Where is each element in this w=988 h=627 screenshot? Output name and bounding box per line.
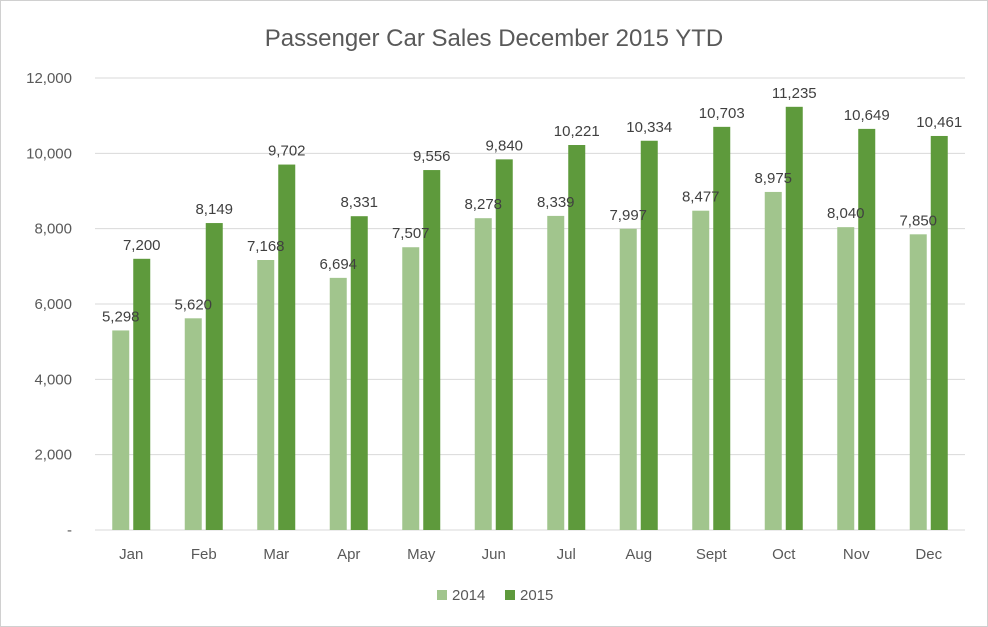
data-label-2015-jun: 9,840 (485, 137, 523, 154)
data-label-2015-apr: 8,331 (340, 194, 378, 211)
x-tick-label: Feb (191, 546, 217, 563)
bar-2014-feb (184, 318, 202, 530)
bar-2014-aug (619, 228, 637, 530)
data-label-2015-aug: 10,334 (626, 119, 672, 136)
legend: 2014 2015 (437, 587, 553, 604)
data-label-2014-sept: 8,477 (682, 189, 720, 206)
data-label-2015-jul: 10,221 (554, 123, 600, 140)
bars (112, 106, 948, 531)
data-label-2015-feb: 8,149 (195, 201, 233, 218)
data-label-2015-oct: 11,235 (772, 85, 817, 102)
legend-label-2014: 2014 (452, 587, 485, 604)
bar-2015-may (423, 170, 441, 531)
bar-2014-mar (257, 260, 275, 530)
bar-2015-aug (640, 140, 658, 530)
bar-2014-jan (112, 330, 130, 530)
data-label-2014-jun: 8,278 (464, 196, 502, 213)
bar-2015-oct (785, 106, 803, 530)
data-label-2014-jul: 8,339 (537, 194, 575, 211)
x-tick-label: Apr (337, 546, 360, 563)
legend-swatch-2014 (437, 590, 447, 600)
data-label-2015-jan: 7,200 (123, 237, 161, 254)
bar-2015-sept (713, 126, 731, 530)
data-label-2015-nov: 10,649 (844, 107, 890, 124)
x-tick-label: Oct (772, 546, 796, 563)
data-label-2014-may: 7,507 (392, 225, 430, 242)
bar-2014-may (402, 247, 420, 530)
data-label-2014-oct: 8,975 (754, 170, 792, 187)
bar-2015-jun (495, 159, 513, 531)
data-label-2015-may: 9,556 (413, 148, 451, 165)
y-tick-label: 2,000 (34, 447, 72, 464)
data-label-2014-jan: 5,298 (102, 308, 140, 325)
data-label-2015-dec: 10,461 (916, 114, 962, 131)
y-axis: - 2,000 4,000 6,000 8,000 10,000 12,000 (26, 70, 72, 539)
bar-2014-apr (329, 277, 347, 530)
x-tick-label: Jun (482, 546, 506, 563)
bar-2014-oct (764, 191, 782, 531)
legend-label-2015: 2015 (520, 587, 553, 604)
data-labels: 5,298 7,200 5,620 8,149 7,168 9,702 6,694 8,331… (102, 85, 962, 326)
data-label-2014-dec: 7,850 (899, 212, 937, 229)
x-tick-label: Nov (843, 546, 870, 563)
y-tick-label: - (67, 522, 72, 539)
x-tick-label: Jul (557, 546, 576, 563)
x-tick-label: Sept (696, 546, 728, 563)
x-tick-label: Dec (915, 546, 942, 563)
x-tick-label: Mar (263, 546, 289, 563)
bar-2015-jul (568, 145, 586, 530)
gridlines (95, 77, 965, 531)
bar-2014-dec (909, 234, 927, 531)
y-tick-label: 12,000 (26, 70, 72, 87)
bar-2014-jul (547, 215, 565, 531)
y-tick-label: 10,000 (26, 145, 72, 162)
data-label-2014-nov: 8,040 (827, 205, 865, 222)
bar-2015-apr (350, 216, 368, 530)
data-label-2014-apr: 6,694 (319, 256, 357, 273)
bar-2015-jan (133, 258, 151, 530)
y-tick-label: 6,000 (34, 296, 72, 313)
legend-swatch-2015 (505, 590, 515, 600)
data-label-2014-aug: 7,997 (609, 207, 647, 224)
bar-2015-mar (278, 164, 296, 531)
bar-2014-nov (837, 227, 855, 530)
bar-2015-dec (930, 135, 948, 530)
bar-2014-jun (474, 218, 492, 531)
x-axis: Jan Feb Mar Apr May Jun Jul Aug Sept Oct Nov Dec (119, 546, 942, 563)
data-label-2015-mar: 9,702 (268, 143, 306, 160)
bar-2014-sept (692, 210, 710, 531)
x-tick-label: Jan (119, 546, 143, 563)
data-label-2014-mar: 7,168 (247, 238, 285, 255)
data-label-2014-feb: 5,620 (174, 296, 212, 313)
bar-2015-nov (858, 128, 876, 530)
y-tick-label: 8,000 (34, 221, 72, 238)
data-label-2015-sept: 10,703 (699, 105, 745, 122)
x-tick-label: May (407, 546, 436, 563)
y-tick-label: 4,000 (34, 371, 72, 388)
chart-title: Passenger Car Sales December 2015 YTD (265, 25, 723, 52)
x-tick-label: Aug (625, 546, 652, 563)
bar-2015-feb (205, 223, 223, 531)
